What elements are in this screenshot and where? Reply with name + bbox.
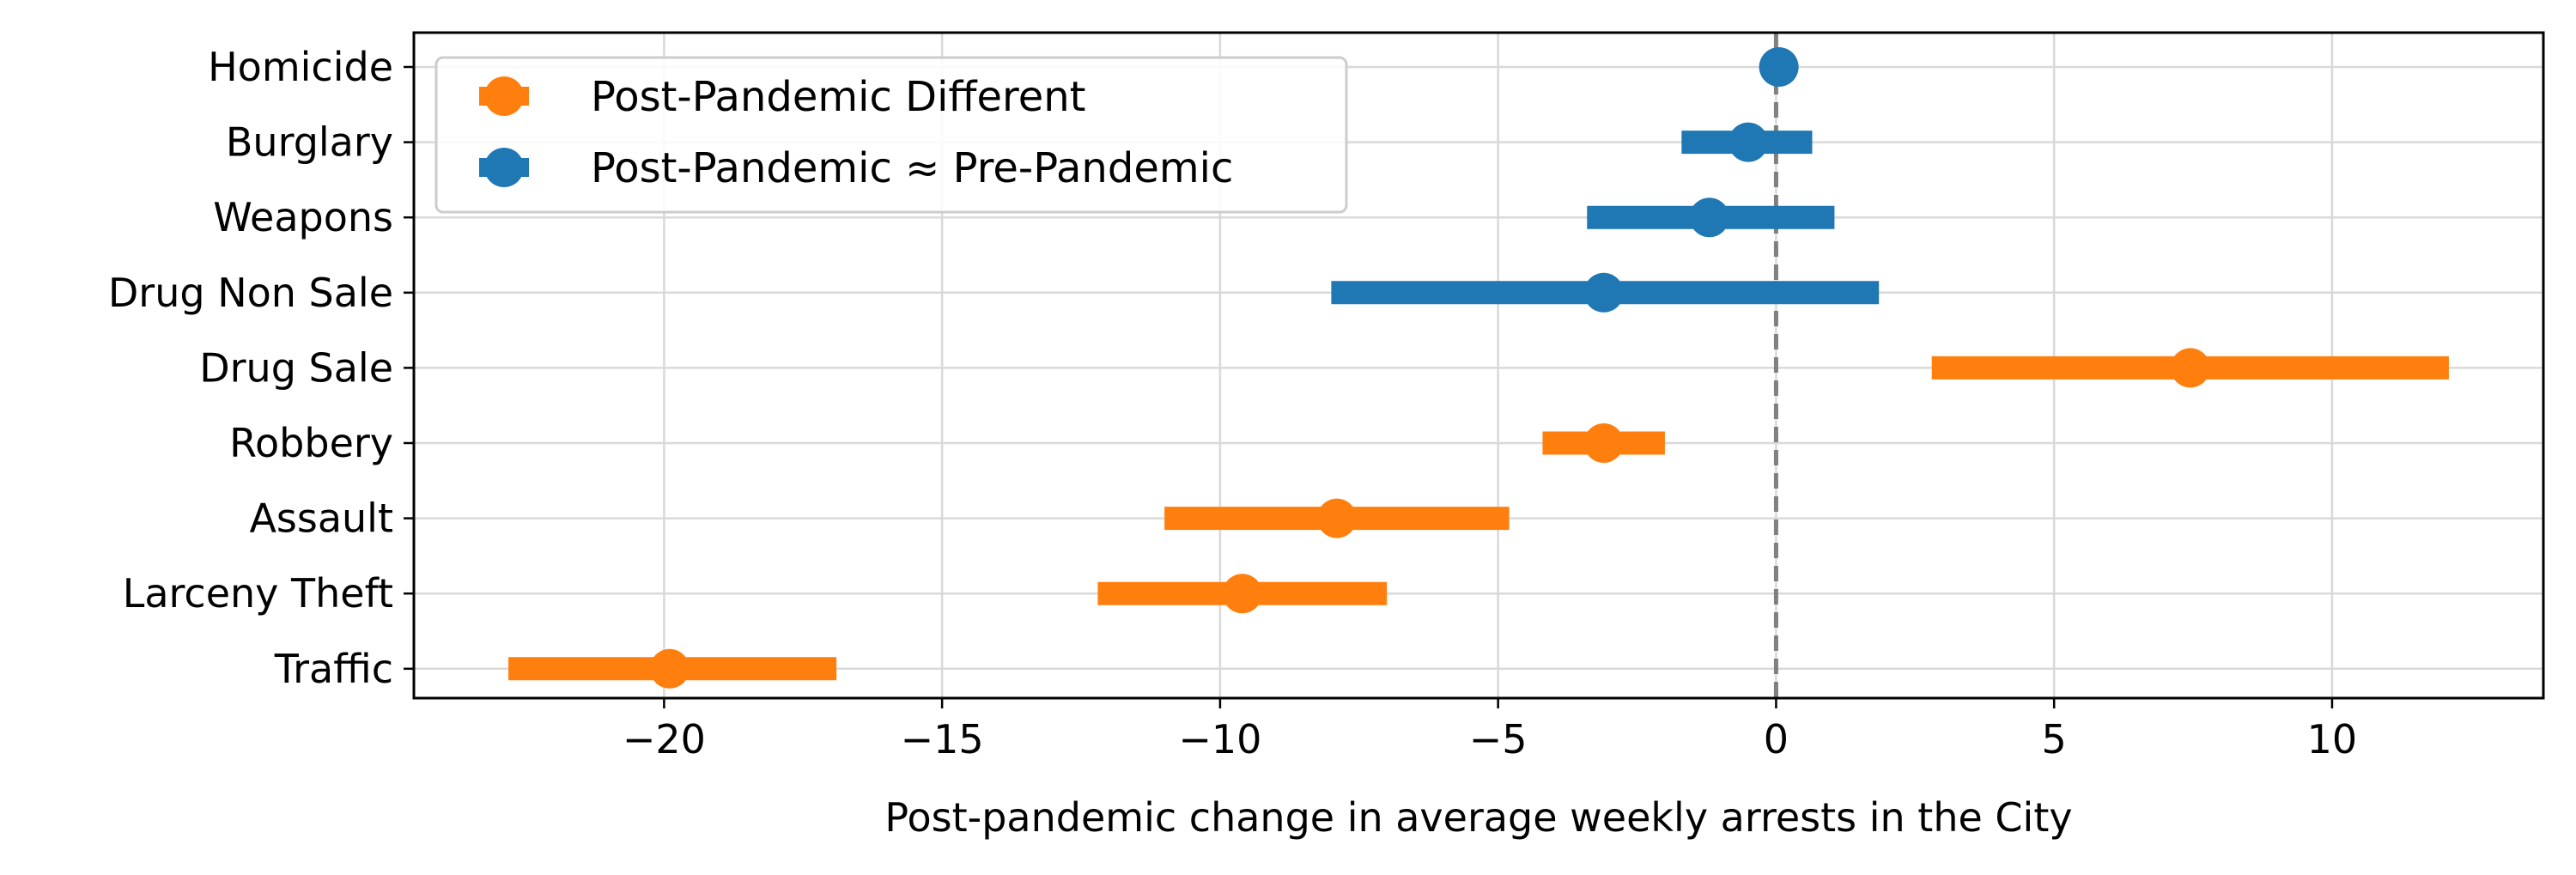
y-tick-label: Burglary: [226, 119, 393, 166]
x-tick-label: −15: [901, 716, 984, 763]
x-tick-label: 5: [2042, 716, 2067, 763]
x-axis-label: Post-pandemic change in average weekly a…: [884, 794, 2072, 841]
legend: Post-Pandemic Different Post-Pandemic ≈ P…: [434, 56, 1348, 214]
y-tick-label: Robbery: [229, 420, 393, 466]
estimate-point: [1583, 423, 1624, 463]
y-tick-label: Traffic: [274, 646, 393, 692]
estimate-point: [1222, 574, 1262, 614]
y-tick-label: Larceny Theft: [123, 570, 393, 617]
legend-box: [434, 56, 1348, 214]
estimate-point: [649, 648, 690, 689]
marks-layer: [508, 47, 2449, 689]
estimate-point: [1316, 498, 1357, 538]
estimate-point: [1759, 47, 1799, 87]
legend-swatch-dot: [484, 76, 524, 116]
y-tick-label: Drug Sale: [199, 344, 393, 391]
axes-layer: −20 −15 −10 −5 0 5 10 Homicide Burglary Weapons Dr…: [108, 44, 2357, 763]
y-tick-label: Weapons: [213, 194, 393, 240]
x-tick-label: −20: [623, 716, 706, 763]
estimate-point: [2170, 348, 2210, 388]
estimate-point: [1689, 197, 1729, 238]
estimate-point: [1728, 122, 1769, 162]
x-tick-label: 10: [2307, 716, 2358, 763]
y-tick-label: Homicide: [208, 44, 393, 90]
estimate-point: [1583, 272, 1624, 313]
y-tick-label: Assault: [249, 495, 393, 542]
x-tick-label: 0: [1764, 716, 1789, 763]
y-tick-label: Drug Non Sale: [108, 270, 393, 316]
plot-frame: [412, 31, 2545, 700]
legend-swatch-dot: [484, 148, 524, 187]
x-tick-label: −5: [1469, 716, 1528, 763]
legend-label: Post-Pandemic Different: [591, 73, 1085, 121]
x-tick-label: −10: [1178, 716, 1261, 763]
legend-label: Post-Pandemic ≈ Pre-Pandemic: [591, 144, 1233, 192]
